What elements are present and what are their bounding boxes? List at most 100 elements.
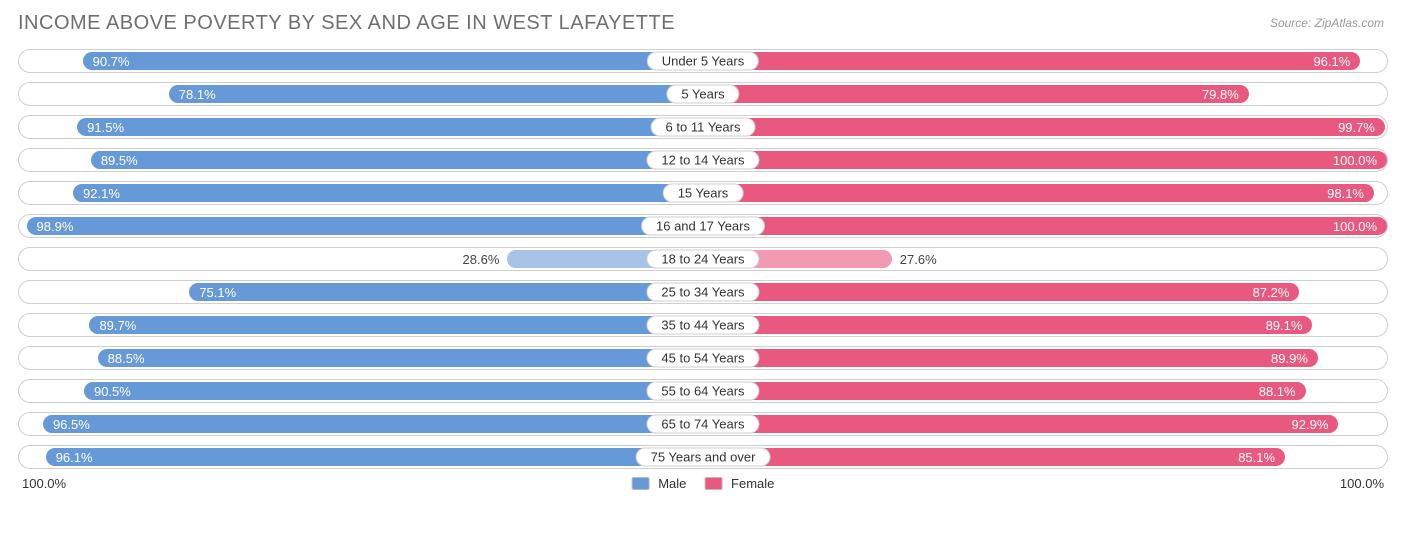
- female-half: 87.2%: [703, 281, 1387, 303]
- female-half: 79.8%: [703, 83, 1387, 105]
- age-label: 6 to 11 Years: [651, 118, 756, 137]
- female-value-label: 100.0%: [1333, 151, 1377, 169]
- male-half: 92.1%: [19, 182, 703, 204]
- male-bar: 96.5%: [43, 415, 703, 433]
- bar-row: 88.5%89.9%45 to 54 Years: [18, 346, 1388, 370]
- bar-row: 98.9% 100.0% 16 and 17 Years: [18, 214, 1388, 238]
- female-value-label: 99.7%: [1338, 118, 1375, 136]
- female-half: 85.1%: [703, 446, 1387, 468]
- male-half: 28.6%: [19, 248, 703, 270]
- female-half: 100.0%: [703, 149, 1387, 171]
- legend-female: Female: [704, 476, 774, 491]
- male-value-label: 88.5%: [108, 349, 145, 367]
- age-label: 35 to 44 Years: [646, 316, 759, 335]
- source-label: Source: ZipAtlas.com: [1270, 16, 1384, 30]
- male-half: 89.7%: [19, 314, 703, 336]
- female-bar: 85.1%: [703, 448, 1285, 466]
- age-label: 12 to 14 Years: [646, 151, 759, 170]
- male-bar: 75.1%: [189, 283, 703, 301]
- female-value-label: 85.1%: [1238, 448, 1275, 466]
- legend-male-swatch: [632, 477, 650, 490]
- male-half: 98.9%: [19, 215, 703, 237]
- female-bar: 98.1%: [703, 184, 1374, 202]
- male-value-label: 91.5%: [87, 118, 124, 136]
- female-half: 99.7%: [703, 116, 1387, 138]
- female-bar: 100.0%: [703, 151, 1387, 169]
- bar-row: 91.5% 99.7% 6 to 11 Years: [18, 115, 1388, 139]
- male-half: 89.5%: [19, 149, 703, 171]
- age-label: 65 to 74 Years: [646, 415, 759, 434]
- male-value-label: 89.7%: [99, 316, 136, 334]
- age-label: 18 to 24 Years: [646, 250, 759, 269]
- legend-male-label: Male: [658, 476, 686, 491]
- bar-row: 90.7% 96.1% Under 5 Years: [18, 49, 1388, 73]
- legend-female-label: Female: [731, 476, 774, 491]
- female-bar: 92.9%: [703, 415, 1338, 433]
- female-value-label: 92.9%: [1292, 415, 1329, 433]
- axis-left-label: 100.0%: [22, 476, 66, 491]
- male-half: 96.5%: [19, 413, 703, 435]
- age-label: 55 to 64 Years: [646, 382, 759, 401]
- male-value-label: 78.1%: [179, 85, 216, 103]
- female-half: 89.1%: [703, 314, 1387, 336]
- female-half: 98.1%: [703, 182, 1387, 204]
- female-bar: 87.2%: [703, 283, 1299, 301]
- female-half: 27.6%: [703, 248, 1387, 270]
- male-bar: 90.5%: [84, 382, 703, 400]
- female-value-label: 89.1%: [1266, 316, 1303, 334]
- female-value-label: 27.6%: [900, 248, 937, 270]
- legend: Male Female: [632, 476, 775, 491]
- male-value-label: 89.5%: [101, 151, 138, 169]
- bar-row: 89.7% 89.1% 35 to 44 Years: [18, 313, 1388, 337]
- female-half: 89.9%: [703, 347, 1387, 369]
- legend-male: Male: [632, 476, 687, 491]
- diverging-bar-chart: 90.7% 96.1% Under 5 Years 78.1% 79.8%5 Years…: [18, 49, 1388, 469]
- male-value-label: 90.7%: [93, 52, 130, 70]
- male-half: 91.5%: [19, 116, 703, 138]
- female-bar: 89.9%: [703, 349, 1318, 367]
- male-bar: 91.5%: [77, 118, 703, 136]
- female-value-label: 88.1%: [1259, 382, 1296, 400]
- female-value-label: 98.1%: [1327, 184, 1364, 202]
- male-bar: 92.1%: [73, 184, 703, 202]
- bar-row: 96.1% 85.1% 75 Years and over: [18, 445, 1388, 469]
- male-half: 75.1%: [19, 281, 703, 303]
- age-label: 25 to 34 Years: [646, 283, 759, 302]
- axis-right-label: 100.0%: [1340, 476, 1384, 491]
- female-half: 100.0%: [703, 215, 1387, 237]
- bar-row: 92.1% 98.1% 15 Years: [18, 181, 1388, 205]
- male-bar: 78.1%: [169, 85, 703, 103]
- female-bar: 89.1%: [703, 316, 1312, 334]
- female-bar: 79.8%: [703, 85, 1249, 103]
- female-half: 92.9%: [703, 413, 1387, 435]
- axis-row: 100.0% 100.0% Male Female: [18, 476, 1388, 498]
- age-label: 75 Years and over: [636, 448, 771, 467]
- age-label: Under 5 Years: [647, 52, 759, 71]
- male-value-label: 96.5%: [53, 415, 90, 433]
- chart-title: INCOME ABOVE POVERTY BY SEX AND AGE IN W…: [18, 12, 1388, 35]
- male-value-label: 28.6%: [463, 248, 500, 270]
- legend-female-swatch: [704, 477, 722, 490]
- male-bar: 96.1%: [46, 448, 703, 466]
- female-value-label: 96.1%: [1313, 52, 1350, 70]
- female-bar: 100.0%: [703, 217, 1387, 235]
- bar-row: 78.1% 79.8%5 Years: [18, 82, 1388, 106]
- female-value-label: 100.0%: [1333, 217, 1377, 235]
- bar-row: 28.6% 27.6% 18 to 24 Years: [18, 247, 1388, 271]
- male-value-label: 75.1%: [199, 283, 236, 301]
- male-half: 90.5%: [19, 380, 703, 402]
- female-half: 88.1%: [703, 380, 1387, 402]
- male-value-label: 96.1%: [56, 448, 93, 466]
- age-label: 16 and 17 Years: [641, 217, 765, 236]
- age-label: 15 Years: [663, 184, 744, 203]
- male-bar: 90.7%: [83, 52, 703, 70]
- age-label: 5 Years: [666, 85, 739, 104]
- male-half: 96.1%: [19, 446, 703, 468]
- male-value-label: 92.1%: [83, 184, 120, 202]
- male-half: 88.5%: [19, 347, 703, 369]
- male-bar: 88.5%: [98, 349, 703, 367]
- male-bar: 89.7%: [89, 316, 703, 334]
- male-half: 90.7%: [19, 50, 703, 72]
- female-bar: 96.1%: [703, 52, 1360, 70]
- female-bar: 99.7%: [703, 118, 1385, 136]
